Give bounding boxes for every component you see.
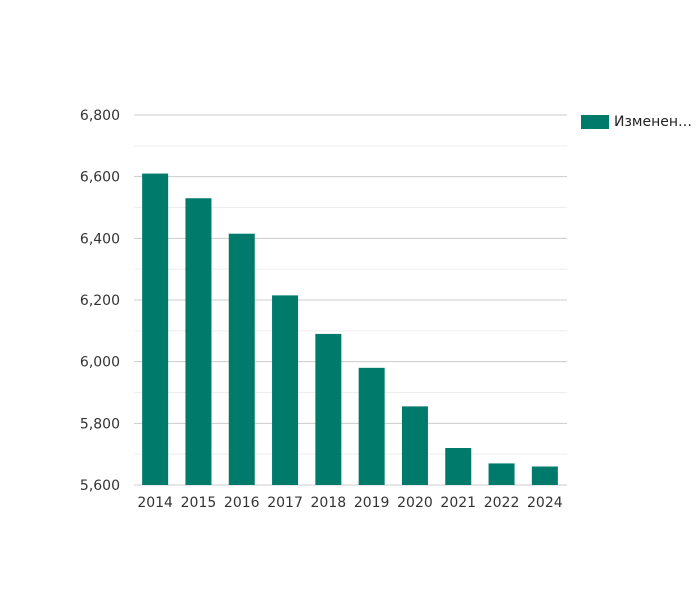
bar bbox=[315, 333, 342, 485]
y-tick-label: 5,600 bbox=[80, 478, 120, 494]
x-tick-label: 2019 bbox=[354, 495, 390, 511]
bar bbox=[531, 466, 558, 485]
bar bbox=[185, 198, 212, 485]
y-tick-label: 6,200 bbox=[80, 293, 120, 309]
legend[interactable]: Изменен… bbox=[581, 114, 692, 130]
y-tick-label: 6,400 bbox=[80, 231, 120, 247]
y-tick-label: 5,800 bbox=[80, 416, 120, 432]
legend-label: Изменен… bbox=[614, 114, 693, 130]
x-tick-label: 2016 bbox=[224, 495, 260, 511]
x-tick-label: 2017 bbox=[267, 495, 303, 511]
x-tick-label: 2018 bbox=[311, 495, 347, 511]
bar bbox=[358, 367, 385, 485]
legend-swatch bbox=[581, 115, 609, 129]
bar bbox=[445, 448, 472, 485]
bar bbox=[272, 295, 299, 485]
bar bbox=[142, 173, 169, 486]
x-tick-label: 2014 bbox=[137, 495, 173, 511]
x-tick-label: 2020 bbox=[397, 495, 433, 511]
bar bbox=[488, 463, 515, 485]
y-tick-label: 6,600 bbox=[80, 170, 120, 186]
bar bbox=[228, 233, 255, 485]
bar bbox=[401, 406, 428, 485]
x-tick-label: 2024 bbox=[527, 495, 563, 511]
y-tick-label: 6,800 bbox=[80, 108, 120, 124]
x-tick-label: 2022 bbox=[484, 495, 520, 511]
x-tick-label: 2021 bbox=[440, 495, 476, 511]
y-tick-label: 6,000 bbox=[80, 355, 120, 371]
x-tick-label: 2015 bbox=[181, 495, 217, 511]
